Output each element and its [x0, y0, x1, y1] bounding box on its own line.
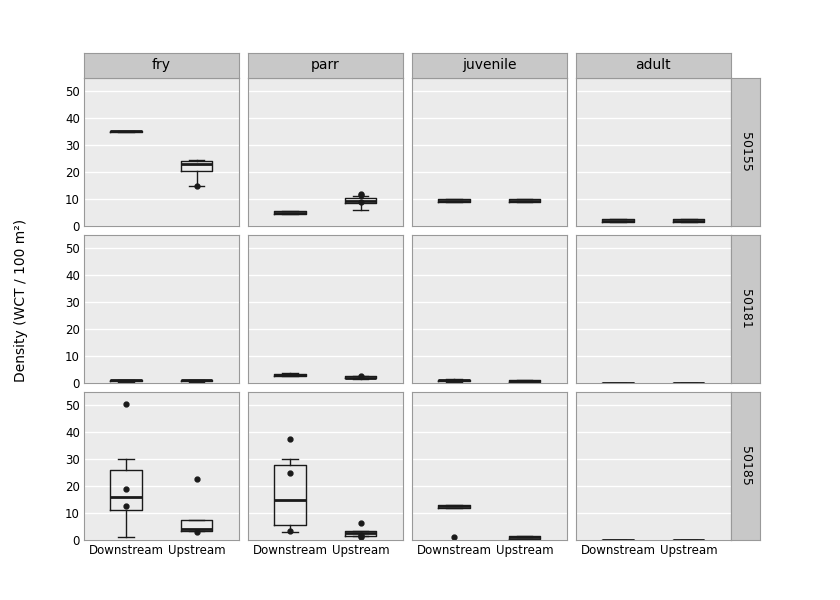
Text: fry: fry	[152, 58, 171, 73]
Text: juvenile: juvenile	[462, 58, 517, 73]
Text: 50155: 50155	[739, 132, 752, 172]
Text: Density (WCT / 100 m²): Density (WCT / 100 m²)	[14, 218, 28, 382]
Text: adult: adult	[636, 58, 671, 73]
Text: 50181: 50181	[739, 289, 752, 329]
Text: 50185: 50185	[739, 446, 752, 486]
Text: parr: parr	[311, 58, 339, 73]
